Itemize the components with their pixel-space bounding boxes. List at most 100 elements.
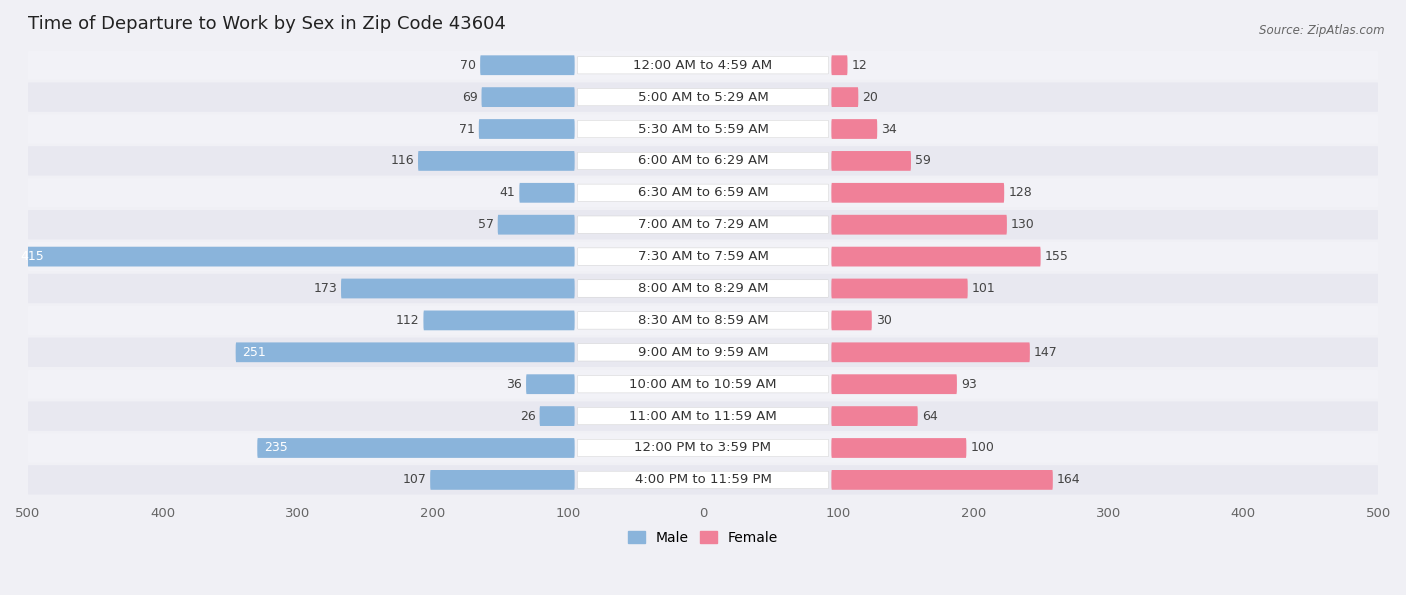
FancyBboxPatch shape [831, 311, 872, 330]
FancyBboxPatch shape [578, 120, 828, 137]
FancyBboxPatch shape [578, 184, 828, 202]
FancyBboxPatch shape [28, 337, 1378, 367]
FancyBboxPatch shape [578, 216, 828, 233]
FancyBboxPatch shape [578, 343, 828, 361]
FancyBboxPatch shape [28, 369, 1378, 399]
FancyBboxPatch shape [831, 278, 967, 298]
Text: 5:00 AM to 5:29 AM: 5:00 AM to 5:29 AM [638, 90, 768, 104]
FancyBboxPatch shape [28, 242, 1378, 271]
Text: 116: 116 [391, 155, 413, 167]
Text: 34: 34 [882, 123, 897, 136]
FancyBboxPatch shape [831, 374, 957, 394]
FancyBboxPatch shape [28, 146, 1378, 176]
FancyBboxPatch shape [526, 374, 575, 394]
Text: 59: 59 [915, 155, 931, 167]
Text: 164: 164 [1057, 474, 1081, 486]
FancyBboxPatch shape [831, 183, 1004, 203]
Text: 112: 112 [395, 314, 419, 327]
FancyBboxPatch shape [418, 151, 575, 171]
FancyBboxPatch shape [831, 342, 1029, 362]
Text: 70: 70 [460, 59, 477, 72]
FancyBboxPatch shape [423, 311, 575, 330]
FancyBboxPatch shape [831, 151, 911, 171]
FancyBboxPatch shape [578, 152, 828, 170]
Text: 7:00 AM to 7:29 AM: 7:00 AM to 7:29 AM [638, 218, 768, 231]
Text: 7:30 AM to 7:59 AM: 7:30 AM to 7:59 AM [637, 250, 769, 263]
FancyBboxPatch shape [578, 408, 828, 425]
FancyBboxPatch shape [28, 51, 1378, 80]
FancyBboxPatch shape [28, 210, 1378, 239]
Text: 12:00 AM to 4:59 AM: 12:00 AM to 4:59 AM [634, 59, 772, 72]
Text: 11:00 AM to 11:59 AM: 11:00 AM to 11:59 AM [628, 409, 778, 422]
FancyBboxPatch shape [831, 470, 1053, 490]
FancyBboxPatch shape [479, 119, 575, 139]
FancyBboxPatch shape [578, 312, 828, 329]
Text: 9:00 AM to 9:59 AM: 9:00 AM to 9:59 AM [638, 346, 768, 359]
Text: 155: 155 [1045, 250, 1069, 263]
FancyBboxPatch shape [28, 83, 1378, 112]
FancyBboxPatch shape [479, 55, 575, 75]
FancyBboxPatch shape [578, 439, 828, 457]
FancyBboxPatch shape [257, 438, 575, 458]
FancyBboxPatch shape [28, 306, 1378, 335]
Text: 128: 128 [1008, 186, 1032, 199]
Text: 12: 12 [852, 59, 868, 72]
Text: 147: 147 [1033, 346, 1057, 359]
FancyBboxPatch shape [578, 89, 828, 106]
Text: 69: 69 [461, 90, 478, 104]
Text: 6:00 AM to 6:29 AM: 6:00 AM to 6:29 AM [638, 155, 768, 167]
Text: 93: 93 [960, 378, 977, 391]
FancyBboxPatch shape [831, 406, 918, 426]
Text: 5:30 AM to 5:59 AM: 5:30 AM to 5:59 AM [637, 123, 769, 136]
FancyBboxPatch shape [498, 215, 575, 234]
Text: 36: 36 [506, 378, 522, 391]
FancyBboxPatch shape [14, 247, 575, 267]
FancyBboxPatch shape [831, 247, 1040, 267]
Text: Source: ZipAtlas.com: Source: ZipAtlas.com [1260, 24, 1385, 37]
FancyBboxPatch shape [578, 375, 828, 393]
FancyBboxPatch shape [578, 280, 828, 298]
FancyBboxPatch shape [831, 438, 966, 458]
Text: 26: 26 [520, 409, 536, 422]
FancyBboxPatch shape [540, 406, 575, 426]
Text: 64: 64 [922, 409, 938, 422]
Legend: Male, Female: Male, Female [623, 525, 783, 550]
FancyBboxPatch shape [831, 119, 877, 139]
Text: 100: 100 [970, 441, 994, 455]
FancyBboxPatch shape [342, 278, 575, 298]
Text: 4:00 PM to 11:59 PM: 4:00 PM to 11:59 PM [634, 474, 772, 486]
FancyBboxPatch shape [578, 57, 828, 74]
Text: 30: 30 [876, 314, 891, 327]
Text: 130: 130 [1011, 218, 1035, 231]
Text: 107: 107 [402, 474, 426, 486]
Text: 41: 41 [499, 186, 515, 199]
Text: 20: 20 [862, 90, 879, 104]
Text: 8:00 AM to 8:29 AM: 8:00 AM to 8:29 AM [638, 282, 768, 295]
FancyBboxPatch shape [28, 178, 1378, 208]
FancyBboxPatch shape [236, 342, 575, 362]
FancyBboxPatch shape [430, 470, 575, 490]
FancyBboxPatch shape [578, 248, 828, 265]
Text: 235: 235 [264, 441, 288, 455]
FancyBboxPatch shape [28, 465, 1378, 494]
FancyBboxPatch shape [831, 87, 858, 107]
Text: 415: 415 [21, 250, 45, 263]
FancyBboxPatch shape [519, 183, 575, 203]
FancyBboxPatch shape [28, 114, 1378, 143]
FancyBboxPatch shape [28, 433, 1378, 463]
Text: 101: 101 [972, 282, 995, 295]
FancyBboxPatch shape [578, 471, 828, 488]
Text: 8:30 AM to 8:59 AM: 8:30 AM to 8:59 AM [638, 314, 768, 327]
Text: 57: 57 [478, 218, 494, 231]
FancyBboxPatch shape [831, 215, 1007, 234]
Text: Time of Departure to Work by Sex in Zip Code 43604: Time of Departure to Work by Sex in Zip … [28, 15, 506, 33]
Text: 173: 173 [314, 282, 337, 295]
Text: 12:00 PM to 3:59 PM: 12:00 PM to 3:59 PM [634, 441, 772, 455]
FancyBboxPatch shape [28, 402, 1378, 431]
Text: 71: 71 [458, 123, 475, 136]
Text: 251: 251 [242, 346, 266, 359]
FancyBboxPatch shape [831, 55, 848, 75]
Text: 10:00 AM to 10:59 AM: 10:00 AM to 10:59 AM [630, 378, 776, 391]
FancyBboxPatch shape [28, 274, 1378, 303]
Text: 6:30 AM to 6:59 AM: 6:30 AM to 6:59 AM [638, 186, 768, 199]
